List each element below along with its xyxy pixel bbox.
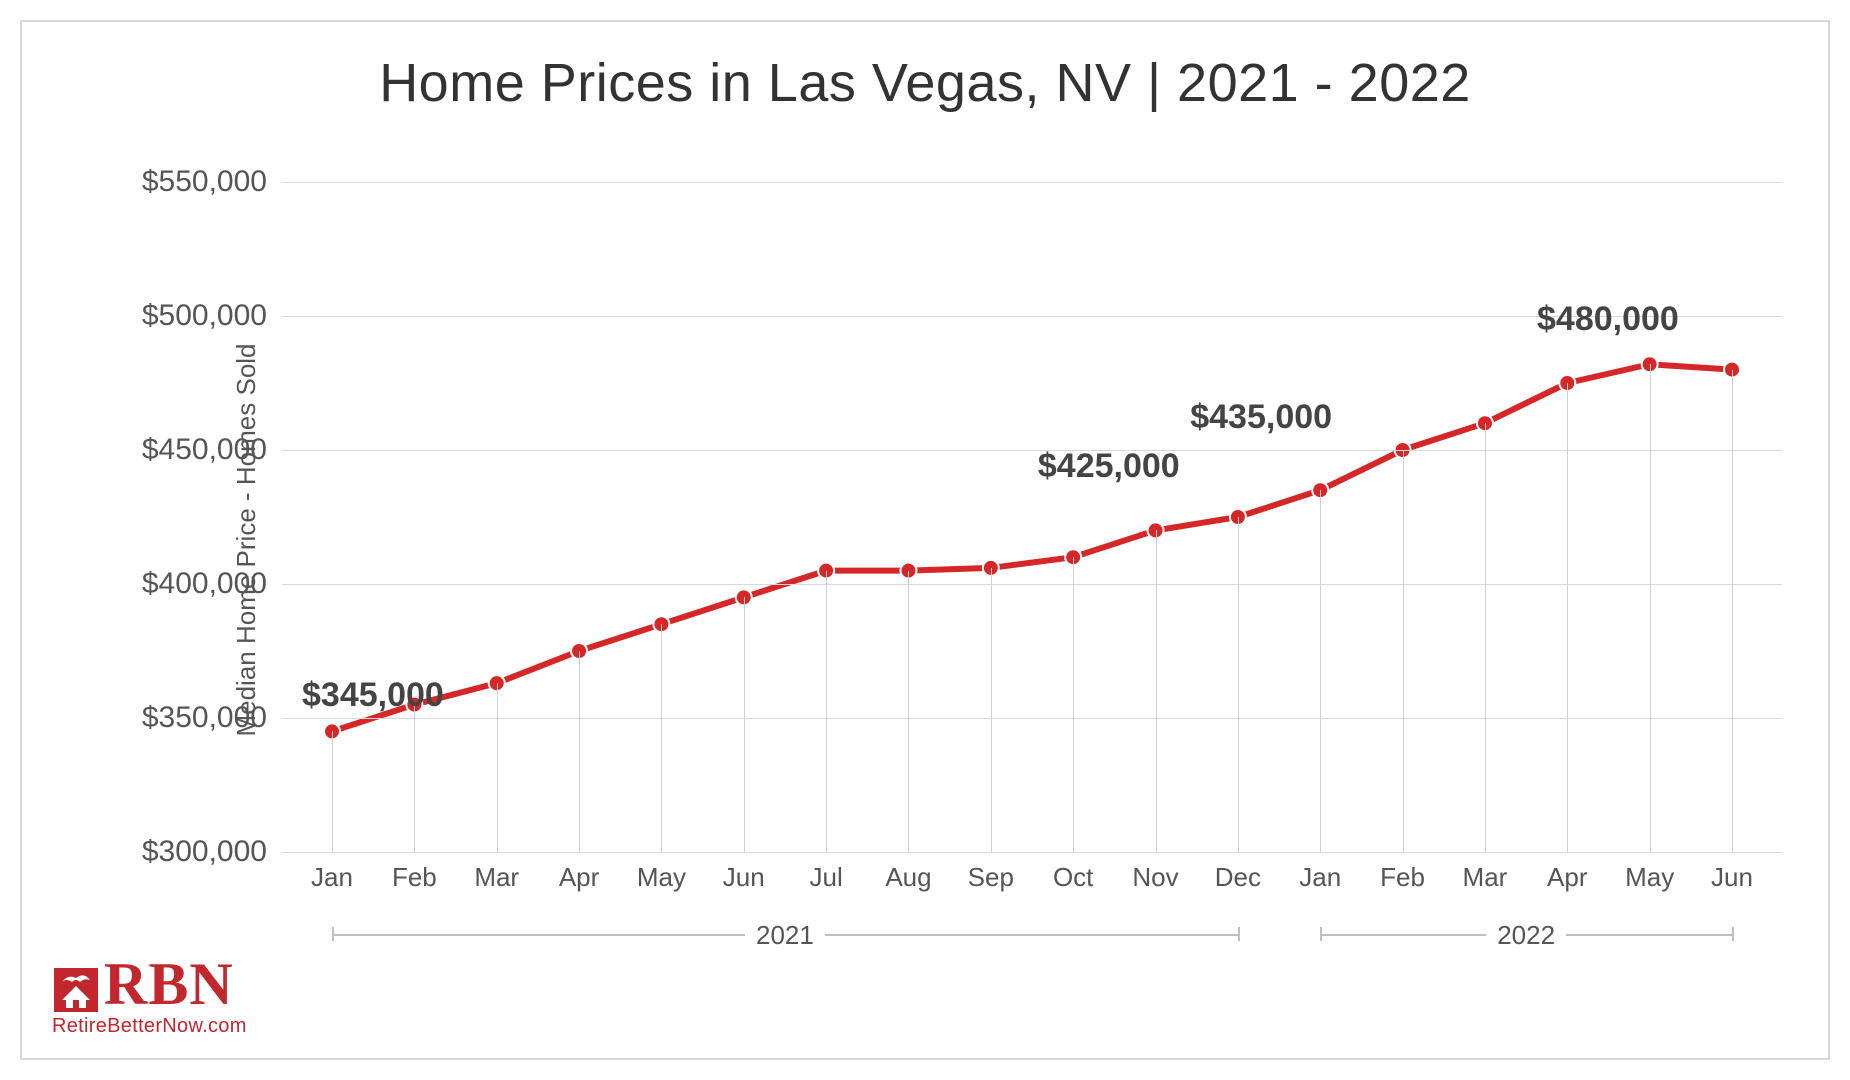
- drop-line: [1403, 450, 1404, 852]
- house-palm-icon: [52, 966, 100, 1014]
- price-line: [332, 364, 1732, 731]
- x-tick-label: Nov: [1132, 862, 1178, 893]
- gridline: [282, 852, 1782, 853]
- drop-line: [908, 571, 909, 852]
- drop-line: [497, 683, 498, 852]
- callout-label: $480,000: [1537, 300, 1679, 339]
- x-tick-label: Oct: [1053, 862, 1093, 893]
- drop-line: [1650, 364, 1651, 852]
- y-tick-label: $500,000: [107, 299, 267, 333]
- x-tick-label: Jan: [311, 862, 353, 893]
- gridline: [282, 718, 1782, 719]
- drop-line: [744, 597, 745, 852]
- rbn-logo: RBN RetireBetterNow.com: [52, 954, 247, 1036]
- drop-line: [1156, 530, 1157, 852]
- y-tick-label: $350,000: [107, 701, 267, 735]
- drop-line: [1073, 557, 1074, 852]
- plot-area: $300,000$350,000$400,000$450,000$500,000…: [282, 182, 1782, 852]
- x-tick-label: Sep: [968, 862, 1014, 893]
- year-label: 2022: [1497, 920, 1555, 951]
- y-tick-label: $300,000: [107, 835, 267, 869]
- drop-line: [1238, 517, 1239, 852]
- drop-line: [414, 705, 415, 852]
- gridline: [282, 584, 1782, 585]
- callout-label: $435,000: [1190, 398, 1332, 437]
- x-tick-label: Mar: [1463, 862, 1508, 893]
- x-tick-label: Jun: [723, 862, 765, 893]
- chart-frame: Home Prices in Las Vegas, NV | 2021 - 20…: [20, 20, 1830, 1060]
- drop-line: [1320, 490, 1321, 852]
- gridline: [282, 182, 1782, 183]
- year-bracket: 2022: [282, 920, 1782, 950]
- line-series: [282, 182, 1782, 852]
- drop-line: [332, 731, 333, 852]
- y-tick-label: $400,000: [107, 567, 267, 601]
- x-tick-label: Feb: [1380, 862, 1425, 893]
- drop-line: [1567, 383, 1568, 852]
- y-axis-label: Median Home Price - Homes Sold: [231, 343, 262, 736]
- callout-label: $345,000: [302, 676, 444, 715]
- logo-url: RetireBetterNow.com: [52, 1016, 247, 1036]
- drop-line: [579, 651, 580, 852]
- x-tick-label: Apr: [559, 862, 599, 893]
- x-tick-label: Jul: [809, 862, 842, 893]
- gridline: [282, 450, 1782, 451]
- x-tick-label: Aug: [885, 862, 931, 893]
- drop-line: [991, 568, 992, 852]
- y-tick-label: $450,000: [107, 433, 267, 467]
- logo-text: RBN: [104, 954, 234, 1014]
- callout-label: $425,000: [1038, 447, 1180, 486]
- x-tick-label: Feb: [392, 862, 437, 893]
- x-tick-label: Jan: [1299, 862, 1341, 893]
- drop-line: [826, 571, 827, 852]
- drop-line: [661, 624, 662, 852]
- y-tick-label: $550,000: [107, 165, 267, 199]
- chart-title: Home Prices in Las Vegas, NV | 2021 - 20…: [22, 52, 1828, 114]
- drop-line: [1485, 423, 1486, 852]
- x-tick-label: May: [637, 862, 686, 893]
- x-tick-label: May: [1625, 862, 1674, 893]
- x-tick-label: Mar: [474, 862, 519, 893]
- x-tick-label: Apr: [1547, 862, 1587, 893]
- x-tick-label: Jun: [1711, 862, 1753, 893]
- drop-line: [1732, 370, 1733, 852]
- x-tick-label: Dec: [1215, 862, 1261, 893]
